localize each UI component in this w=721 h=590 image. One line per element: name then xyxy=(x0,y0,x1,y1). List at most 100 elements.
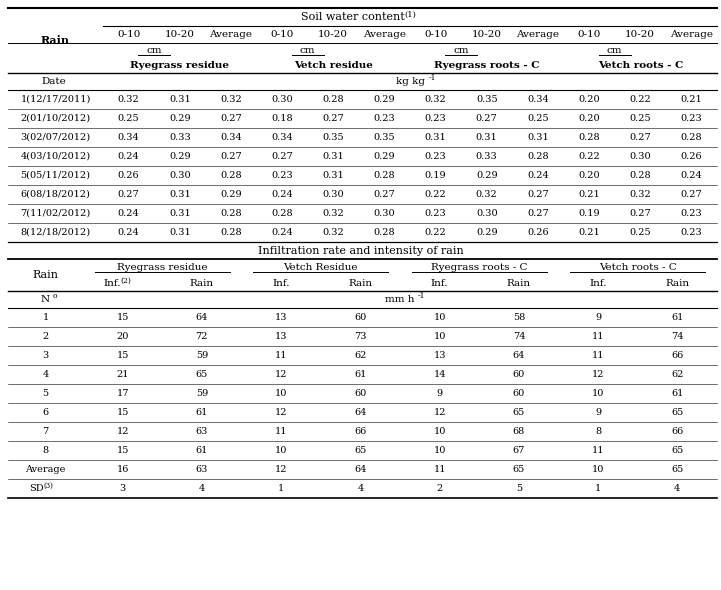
Text: 66: 66 xyxy=(354,427,366,436)
Text: 0.34: 0.34 xyxy=(118,133,139,142)
Text: 0.35: 0.35 xyxy=(373,133,395,142)
Text: 4(03/10/2012): 4(03/10/2012) xyxy=(20,152,91,161)
Text: 65: 65 xyxy=(354,446,366,455)
Text: 0.30: 0.30 xyxy=(629,152,651,161)
Text: 10-20: 10-20 xyxy=(165,30,195,39)
Text: 4: 4 xyxy=(199,484,205,493)
Text: 67: 67 xyxy=(513,446,525,455)
Text: 61: 61 xyxy=(671,389,684,398)
Text: 0.23: 0.23 xyxy=(681,228,702,237)
Text: 0.31: 0.31 xyxy=(322,152,344,161)
Text: 68: 68 xyxy=(513,427,525,436)
Text: 0.29: 0.29 xyxy=(373,95,395,104)
Text: 7(11/02/2012): 7(11/02/2012) xyxy=(20,209,91,218)
Text: 2: 2 xyxy=(43,332,48,341)
Text: 0.26: 0.26 xyxy=(527,228,549,237)
Text: 0-10: 0-10 xyxy=(117,30,141,39)
Text: 0.19: 0.19 xyxy=(425,171,446,180)
Text: 15: 15 xyxy=(116,351,129,360)
Text: 10: 10 xyxy=(433,446,446,455)
Text: 0.28: 0.28 xyxy=(629,171,651,180)
Text: Ryegrass roots - C: Ryegrass roots - C xyxy=(431,263,528,272)
Text: Rain: Rain xyxy=(32,270,58,280)
Text: 0.24: 0.24 xyxy=(527,171,549,180)
Text: 0.31: 0.31 xyxy=(169,209,190,218)
Text: 13: 13 xyxy=(433,351,446,360)
Text: 10: 10 xyxy=(275,389,287,398)
Text: Inf.: Inf. xyxy=(273,279,290,288)
Text: 0.35: 0.35 xyxy=(476,95,497,104)
Text: 0.27: 0.27 xyxy=(271,152,293,161)
Text: 61: 61 xyxy=(354,370,366,379)
Text: 10: 10 xyxy=(275,446,287,455)
Text: 3: 3 xyxy=(43,351,48,360)
Text: 12: 12 xyxy=(275,408,288,417)
Text: 0.24: 0.24 xyxy=(118,152,139,161)
Text: 8: 8 xyxy=(595,427,601,436)
Text: 65: 65 xyxy=(671,408,684,417)
Text: 13: 13 xyxy=(275,313,288,322)
Text: -1: -1 xyxy=(418,293,425,300)
Text: 60: 60 xyxy=(354,389,366,398)
Text: 11: 11 xyxy=(592,332,604,341)
Text: 0.26: 0.26 xyxy=(681,152,702,161)
Text: 0.31: 0.31 xyxy=(169,190,190,199)
Text: 12: 12 xyxy=(275,370,288,379)
Text: (2): (2) xyxy=(120,277,131,284)
Text: 0.32: 0.32 xyxy=(322,228,344,237)
Text: Ryegrass residue: Ryegrass residue xyxy=(117,263,208,272)
Text: 0.28: 0.28 xyxy=(220,171,242,180)
Text: 64: 64 xyxy=(354,408,366,417)
Text: 0.28: 0.28 xyxy=(220,209,242,218)
Text: 8(12/18/2012): 8(12/18/2012) xyxy=(20,228,91,237)
Text: 9: 9 xyxy=(595,313,601,322)
Text: Rain: Rain xyxy=(348,279,373,288)
Text: 62: 62 xyxy=(671,370,684,379)
Text: 10-20: 10-20 xyxy=(318,30,348,39)
Text: 15: 15 xyxy=(116,408,129,417)
Text: 0.30: 0.30 xyxy=(476,209,497,218)
Text: 0.30: 0.30 xyxy=(271,95,293,104)
Text: 0.22: 0.22 xyxy=(578,152,600,161)
Text: 0.28: 0.28 xyxy=(527,152,549,161)
Text: 0.27: 0.27 xyxy=(629,133,651,142)
Text: Vetch Residue: Vetch Residue xyxy=(283,263,358,272)
Text: 0.23: 0.23 xyxy=(373,114,395,123)
Text: 60: 60 xyxy=(513,389,525,398)
Text: Rain: Rain xyxy=(507,279,531,288)
Text: 0.23: 0.23 xyxy=(425,114,446,123)
Text: Rain: Rain xyxy=(41,35,70,46)
Text: 11: 11 xyxy=(433,465,446,474)
Text: cm: cm xyxy=(607,46,622,55)
Text: 0.23: 0.23 xyxy=(271,171,293,180)
Text: 17: 17 xyxy=(116,389,129,398)
Text: 63: 63 xyxy=(195,465,208,474)
Text: Average: Average xyxy=(209,30,252,39)
Text: 60: 60 xyxy=(513,370,525,379)
Text: 12: 12 xyxy=(592,370,604,379)
Text: SD: SD xyxy=(29,484,43,493)
Text: 0.24: 0.24 xyxy=(681,171,702,180)
Text: 0.21: 0.21 xyxy=(578,190,600,199)
Text: 0.28: 0.28 xyxy=(373,228,395,237)
Text: (1): (1) xyxy=(404,11,416,18)
Text: 0.27: 0.27 xyxy=(373,190,395,199)
Text: cm: cm xyxy=(300,46,315,55)
Text: 63: 63 xyxy=(195,427,208,436)
Text: 0.26: 0.26 xyxy=(118,171,139,180)
Text: 61: 61 xyxy=(195,408,208,417)
Text: -1: -1 xyxy=(429,74,436,83)
Text: 0.34: 0.34 xyxy=(271,133,293,142)
Text: 0.23: 0.23 xyxy=(425,152,446,161)
Text: Average: Average xyxy=(25,465,66,474)
Text: 60: 60 xyxy=(354,313,366,322)
Text: 0.33: 0.33 xyxy=(169,133,190,142)
Text: 3(02/07/2012): 3(02/07/2012) xyxy=(20,133,91,142)
Text: 0.30: 0.30 xyxy=(373,209,395,218)
Text: kg kg: kg kg xyxy=(396,77,425,86)
Text: 0.31: 0.31 xyxy=(169,228,190,237)
Text: 0.22: 0.22 xyxy=(425,228,446,237)
Text: 74: 74 xyxy=(513,332,525,341)
Text: 74: 74 xyxy=(671,332,684,341)
Text: Inf.: Inf. xyxy=(103,279,120,288)
